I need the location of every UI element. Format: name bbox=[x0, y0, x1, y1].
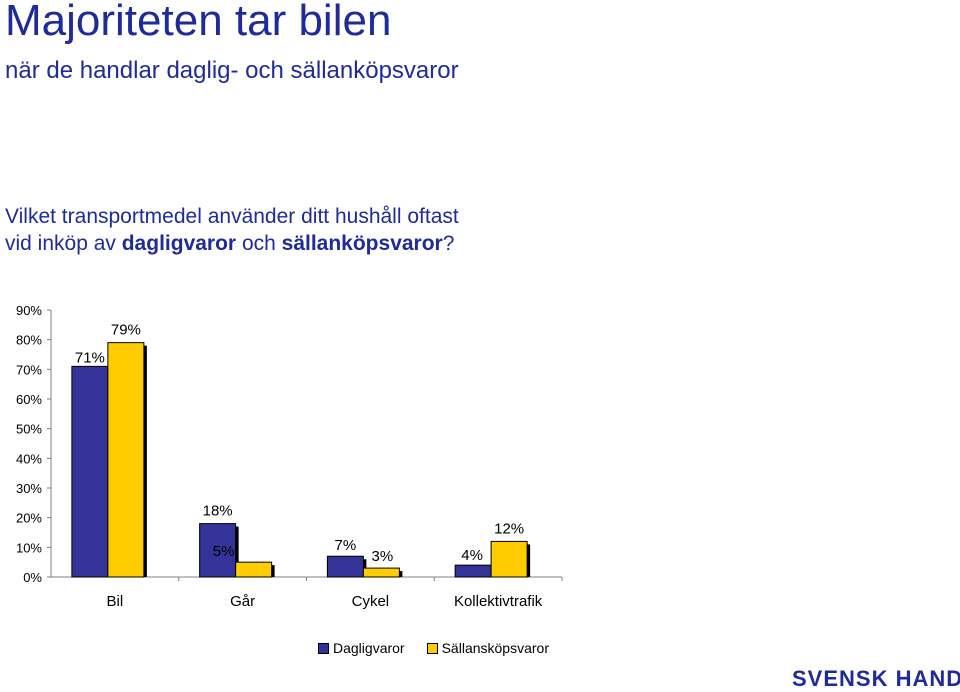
data-label: 4% bbox=[461, 547, 483, 564]
bar-dagligvaror-cykel bbox=[326, 555, 364, 578]
question-mid: och bbox=[236, 232, 282, 255]
bar-sällansköpsvaror-bil bbox=[107, 342, 145, 578]
data-label: 12% bbox=[494, 520, 524, 537]
data-label: 71% bbox=[75, 349, 105, 366]
data-label: 3% bbox=[372, 548, 394, 565]
y-tick-label: 40% bbox=[16, 451, 42, 466]
data-label: 7% bbox=[335, 537, 357, 554]
legend-item-sallanskopsvaror: Sällansköpsvaror bbox=[426, 640, 549, 656]
data-label: 79% bbox=[111, 322, 141, 339]
bar-dagligvaror-bil bbox=[71, 365, 109, 578]
x-tick-label: Bil bbox=[107, 593, 124, 610]
question-prefix: vid inköp av bbox=[5, 232, 122, 255]
bar-sällansköpsvaror-kollektivtrafik bbox=[490, 540, 528, 578]
brand-logo: SVENSK HANDEL bbox=[792, 666, 960, 691]
legend-swatch-sallanskopsvaror bbox=[426, 642, 438, 654]
question-suffix: ? bbox=[442, 232, 455, 255]
y-tick-label: 50% bbox=[16, 422, 42, 437]
bar-sällansköpsvaror-går bbox=[235, 561, 273, 578]
question-bold-dagligvaror: dagligvaror bbox=[121, 232, 237, 255]
bar-dagligvaror-går bbox=[199, 523, 237, 578]
x-tick-label: Cykel bbox=[352, 593, 390, 610]
bar-dagligvaror-kollektivtrafik bbox=[454, 564, 492, 578]
y-tick-label: 10% bbox=[16, 540, 42, 555]
legend: Dagligvaror Sällansköpsvaror bbox=[318, 640, 571, 656]
y-tick-label: 20% bbox=[16, 511, 42, 526]
y-tick-label: 60% bbox=[16, 392, 42, 407]
legend-swatch-dagligvaror bbox=[318, 642, 329, 654]
question-bold-sallankopsvaror: sällanköpsvaror bbox=[281, 232, 443, 255]
bar-chart: 0% 10% 20% 30% 40% 50% 60% 70% 80% 90% 71% 79% Bil 18… bbox=[16, 303, 563, 610]
page-subtitle: när de handlar daglig- och sällanköpsvar… bbox=[5, 57, 459, 84]
question-line-1: Vilket transportmedel använder ditt hush… bbox=[5, 205, 459, 228]
legend-label-sallanskopsvaror: Sällansköpsvaror bbox=[441, 640, 549, 656]
legend-item-dagligvaror: Dagligvaror bbox=[318, 640, 405, 656]
y-tick-label: 80% bbox=[16, 333, 42, 348]
survey-question: Vilket transportmedel använder ditt hush… bbox=[5, 203, 459, 257]
y-tick-label: 0% bbox=[23, 570, 42, 585]
page-title: Majoriteten tar bilen bbox=[5, 0, 392, 45]
data-label: 18% bbox=[203, 503, 233, 520]
y-tick-label: 70% bbox=[16, 362, 42, 377]
data-label: 5% bbox=[213, 543, 235, 560]
legend-label-dagligvaror: Dagligvaror bbox=[333, 640, 405, 656]
y-tick-label: 30% bbox=[16, 481, 42, 496]
x-tick-label: Går bbox=[230, 593, 255, 610]
x-tick-label: Kollektivtrafik bbox=[454, 593, 543, 610]
question-line-2: vid inköp av dagligvaror och sällanköpsv… bbox=[5, 230, 459, 257]
y-tick-label: 90% bbox=[16, 303, 42, 318]
bar-sällansköpsvaror-cykel bbox=[362, 567, 400, 578]
